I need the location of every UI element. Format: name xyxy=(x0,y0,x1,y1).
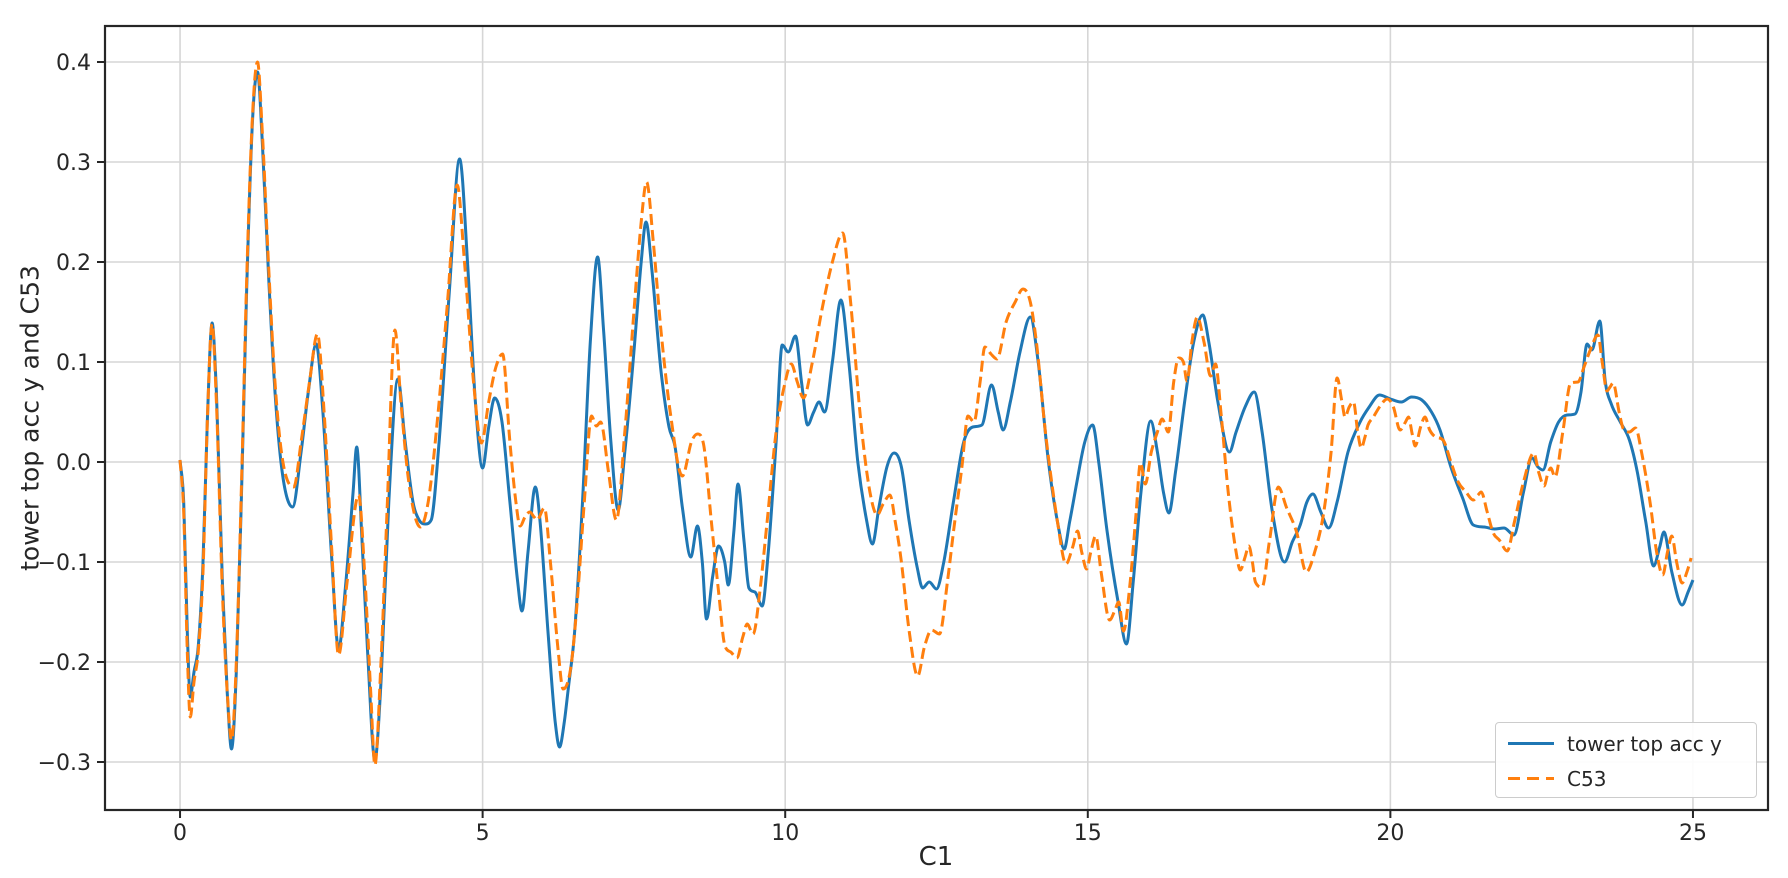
x-tick-label: 15 xyxy=(1074,821,1102,846)
legend-label: C53 xyxy=(1567,766,1607,791)
y-tick-label: −0.3 xyxy=(38,751,91,776)
y-tick-label: 0.0 xyxy=(56,451,91,476)
legend-line-sample-dashed xyxy=(1508,776,1554,781)
series-line-C53 xyxy=(178,60,1693,767)
x-tick-label: 20 xyxy=(1376,821,1404,846)
legend-label: tower top acc y xyxy=(1567,731,1722,756)
y-tick-label: −0.2 xyxy=(38,651,91,676)
x-axis-label: C1 xyxy=(918,842,954,872)
x-tick-label: 25 xyxy=(1679,821,1707,846)
y-tick-label: 0.4 xyxy=(56,51,91,76)
x-tick-label: 10 xyxy=(771,821,799,846)
plot-frame xyxy=(103,24,1770,812)
y-tick-label: 0.3 xyxy=(56,151,91,176)
legend-item-tower-top-acc-y: tower top acc y xyxy=(1496,726,1756,761)
y-axis-label: tower top acc y and C53 xyxy=(15,265,45,571)
x-tick-label: 5 xyxy=(476,821,490,846)
legend-item-c53: C53 xyxy=(1496,761,1756,796)
series-line-tower-top-acc-y xyxy=(178,70,1695,762)
y-tick-label: 0.1 xyxy=(56,351,91,376)
legend-line-sample-solid xyxy=(1508,741,1554,746)
x-tick-label: 0 xyxy=(173,821,187,846)
legend: tower top acc y C53 xyxy=(1495,722,1757,798)
y-tick-label: 0.2 xyxy=(56,251,91,276)
y-tick-label: −0.1 xyxy=(38,551,91,576)
